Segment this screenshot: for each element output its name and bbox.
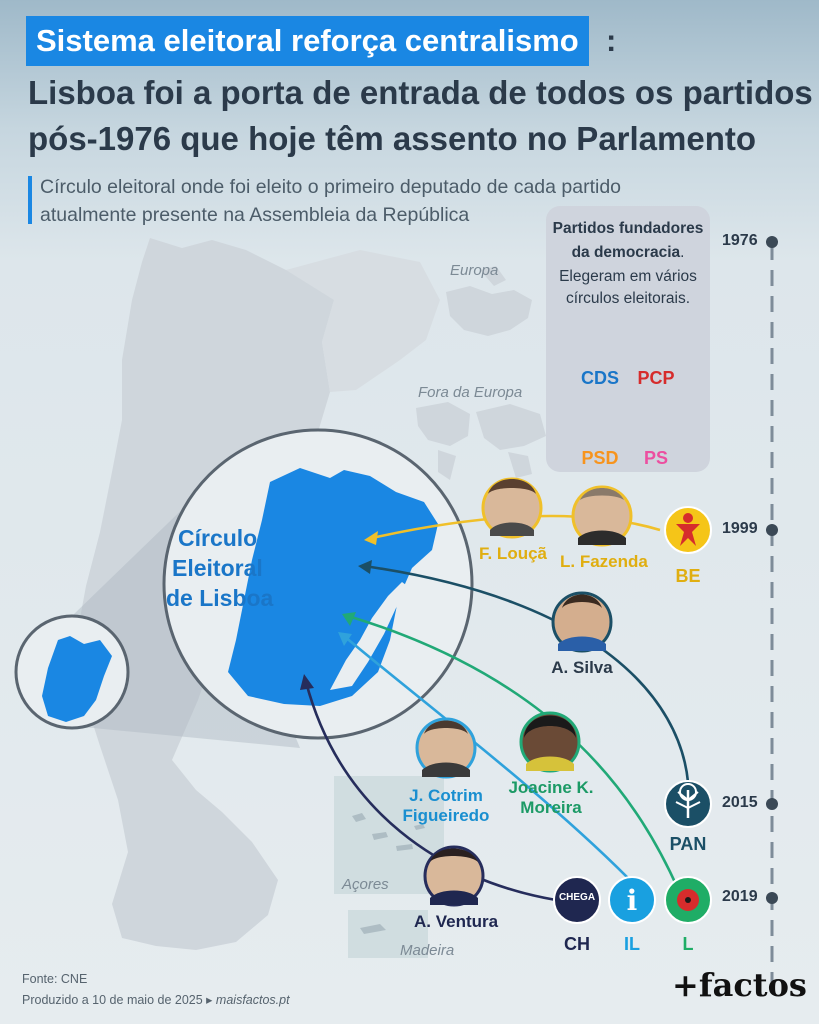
lisbon-small-shape	[42, 636, 112, 722]
pan-logo-icon	[664, 780, 712, 828]
avatar-fazenda	[571, 485, 633, 547]
party-ch-label: CH	[564, 934, 590, 954]
subtitle-line-2: atualmente presente na Assembleia da Rep…	[40, 204, 470, 226]
name-silva: A. Silva	[551, 658, 613, 677]
founders-title-2: da democracia.	[546, 242, 710, 264]
founders-cds-label: CDS	[580, 368, 619, 388]
circulo-label-2: Eleitoral	[172, 555, 263, 581]
avatar-cotrim	[415, 717, 477, 779]
europe-map-islands	[480, 266, 506, 286]
founders-psd-label: PSD	[581, 448, 619, 468]
europe-map	[446, 286, 532, 336]
founders-text-2: círculos eleitorais.	[565, 290, 691, 307]
circulo-label-3: de Lisboa	[166, 585, 274, 611]
arrow-be	[371, 514, 661, 540]
headline-highlight: Sistema eleitoral reforça centralismo	[26, 16, 589, 66]
world-map	[416, 402, 546, 480]
timeline-dot-1976	[766, 236, 778, 248]
acores-label: Açores	[342, 876, 389, 893]
madeira-box	[348, 910, 428, 958]
il-logo-icon	[608, 876, 656, 924]
arrowhead-be	[364, 531, 378, 545]
arrow-ch	[304, 681, 557, 902]
avatar-ventura	[423, 845, 485, 907]
headline-colon: :	[606, 23, 617, 58]
fora-europa-label: Fora da Europa	[418, 384, 523, 401]
founders-title-2-bold: da democracia	[571, 244, 681, 261]
subtitle-line-1: Círculo eleitoral onde foi eleito o prim…	[40, 176, 622, 198]
party-il-label: IL	[624, 934, 640, 954]
founders-text-1: Elegeram em vários	[559, 268, 697, 285]
name-louca: F. Louçã	[478, 544, 547, 563]
avatar-joacine	[519, 711, 581, 773]
madeira-label: Madeira	[400, 942, 455, 959]
il-logo-text: i	[626, 884, 638, 917]
chega-logo-icon	[553, 876, 601, 924]
source-text: Fonte: CNE	[22, 972, 88, 986]
produced-text: Produzido a 10 de maio de 2025 ▸ maisfac…	[22, 992, 290, 1007]
timeline-dot-1999	[766, 524, 778, 536]
name-fazenda: L. Fazenda	[560, 552, 648, 571]
headline-line-2: Lisboa foi a porta de entrada de todos o…	[28, 74, 813, 111]
party-be-label: BE	[675, 566, 701, 586]
site-link[interactable]: maisfactos.pt	[215, 993, 290, 1007]
europa-label: Europa	[450, 262, 499, 279]
tagus-estuary	[330, 582, 410, 690]
year-1976: 1976	[722, 232, 758, 249]
headline-line-3: pós-1976 que hoje têm assento no Parlame…	[28, 120, 757, 157]
founders-pcp-label: PCP	[637, 368, 675, 388]
name-joacine-2: Moreira	[520, 798, 582, 817]
founders-title-2-rest: .	[680, 244, 685, 261]
chega-logo-text: CHEGA	[558, 892, 596, 903]
avatar-louca	[481, 477, 543, 539]
produced-date: Produzido a 10 de maio de 2025 ▸	[22, 993, 213, 1007]
arrowhead-l	[342, 612, 356, 626]
year-2015: 2015	[722, 794, 758, 811]
name-ventura: A. Ventura	[414, 912, 499, 931]
lisbon-district-shape	[228, 468, 438, 706]
acores-islands	[352, 813, 425, 851]
year-1999: 1999	[722, 520, 758, 537]
founders-ps-label: PS	[643, 448, 668, 468]
founders-title-1: Partidos fundadores	[552, 220, 704, 237]
arrowhead-ch	[300, 674, 314, 690]
brand-logo: +factos	[672, 966, 807, 1004]
arrow-pan	[363, 564, 690, 783]
avatar-silva	[551, 591, 613, 653]
name-cotrim-1: J. Cotrim	[409, 786, 483, 805]
name-joacine-1: Joacine K.	[508, 778, 594, 797]
circulo-label-1: Círculo	[178, 525, 258, 551]
party-l-label: L	[682, 934, 694, 954]
arrow-il	[343, 635, 629, 879]
name-cotrim-2: Figueiredo	[402, 806, 490, 825]
timeline-dot-2019	[766, 892, 778, 904]
arrowheads	[300, 531, 378, 690]
livre-logo-icon	[664, 876, 712, 924]
madeira-islands	[360, 924, 386, 934]
party-pan-label: PAN	[669, 834, 707, 854]
spain-map	[286, 250, 440, 392]
arrowhead-pan	[358, 560, 372, 574]
year-2019: 2019	[722, 888, 758, 905]
be-logo-icon	[664, 506, 712, 554]
timeline-dot-2015	[766, 798, 778, 810]
arrowhead-il	[338, 632, 352, 646]
founders-box: Partidos fundadores da democracia. Elege…	[546, 206, 710, 472]
subtitle-bar	[28, 176, 32, 224]
